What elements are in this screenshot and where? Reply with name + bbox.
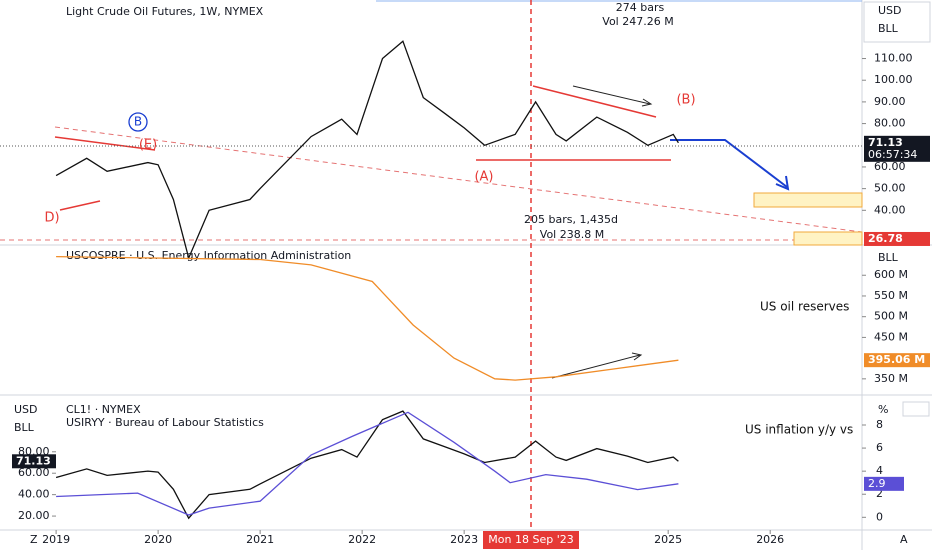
price-tag [864,135,930,162]
annotation: (B) [676,93,695,108]
annotation: Vol 247.26 M [602,15,673,28]
y-tick-label: 60.00 [18,466,50,479]
legend-entry: USIRYY · Bureau of Labour Statistics [66,416,264,429]
y2-tick-label: 6 [876,441,883,454]
y-tick-label: 90.00 [874,95,906,108]
y2-tick-label: 2 [876,487,883,500]
annotation: (A) [474,170,493,185]
price-tag-label: 2.9 [868,477,886,490]
countdown: 06:57:34 [868,148,917,161]
arrow-head [775,175,790,191]
trendline [54,136,156,151]
chart-title: Light Crude Oil Futures, 1W, NYMEX [66,5,264,18]
y-tick-label: 110.00 [874,52,913,65]
trendline [59,200,101,211]
y2-box [902,401,930,417]
y-tick-label: 600 M [874,268,908,281]
annotation: 205 bars, 1,435d [524,213,618,226]
unit: BLL [878,22,899,35]
y-tick-label: 20.00 [18,509,50,522]
arrow-head [631,352,643,361]
y2-tick-label: 4 [876,464,883,477]
trendline [532,85,657,118]
unit: BLL [14,421,35,434]
annotation: B [134,115,142,129]
unit: BLL [878,251,899,264]
y-tick-label: 50.00 [874,182,906,195]
price-line [56,255,679,381]
price-tag-label: 71.13 [16,454,51,467]
price-tag [864,231,930,246]
x-tick-label: 2022 [348,533,376,546]
y-tick-label: 100.00 [874,73,913,86]
corner[interactable]: Z [30,533,38,546]
pane-title: USCOSPRE · U.S. Energy Information Admin… [66,249,351,262]
price-tag [864,476,904,491]
y-tick-label: 500 M [874,310,908,323]
annotation: D) [44,211,59,226]
y-tick-label: 550 M [874,289,908,302]
annotation: Vol 238.8 M [540,228,604,241]
y-tick-label: 60.00 [874,160,906,173]
target-zone [793,231,863,246]
currency: USD [878,4,902,17]
price-tag-label: 395.06 M [868,353,925,366]
annotation: US oil reserves [760,300,849,314]
projection-arrow [670,139,788,188]
trend-dashed [54,126,863,233]
x-tick-label: 2021 [246,533,274,546]
target-zone [753,192,863,208]
currency: USD [14,403,38,416]
x-tick-label: 2025 [654,533,682,546]
y2-tick-label: 8 [876,418,883,431]
y-tick-label: 40.00 [874,203,906,216]
price-tag-label: 71.13 [868,136,903,149]
y-tick-label: 350 M [874,372,908,385]
corner[interactable]: A [900,533,908,546]
y-tick-label: 450 M [874,330,908,343]
arrow [551,354,641,379]
x-tick-label: 2023 [450,533,478,546]
legend-entry: CL1! · NYMEX [66,403,141,416]
arrow [572,85,651,105]
annotation: (E) [139,138,157,153]
price-line [55,410,679,520]
crosshair-date-box [483,531,579,549]
crosshair-date: Mon 18 Sep '23 [488,533,573,546]
currency-box [863,1,931,43]
y-tick-label: 40.00 [18,488,50,501]
y2-tick-label: 0 [876,510,883,523]
x-tick-label: 2026 [756,533,784,546]
x-tick-label: 2019 [42,533,70,546]
price-line [56,411,679,516]
annotation: 274 bars [616,1,665,14]
price-tag-label: 26.78 [868,232,903,245]
wave-circle [128,112,148,132]
annotation: US inflation y/y vs [745,423,853,437]
x-tick-label: 2020 [144,533,172,546]
arrow-head [641,98,653,107]
price-tag [12,454,56,469]
y2-label: % [878,403,888,416]
price-line [55,40,679,261]
price-tag [864,353,930,368]
y-tick-label: 80.00 [874,117,906,130]
